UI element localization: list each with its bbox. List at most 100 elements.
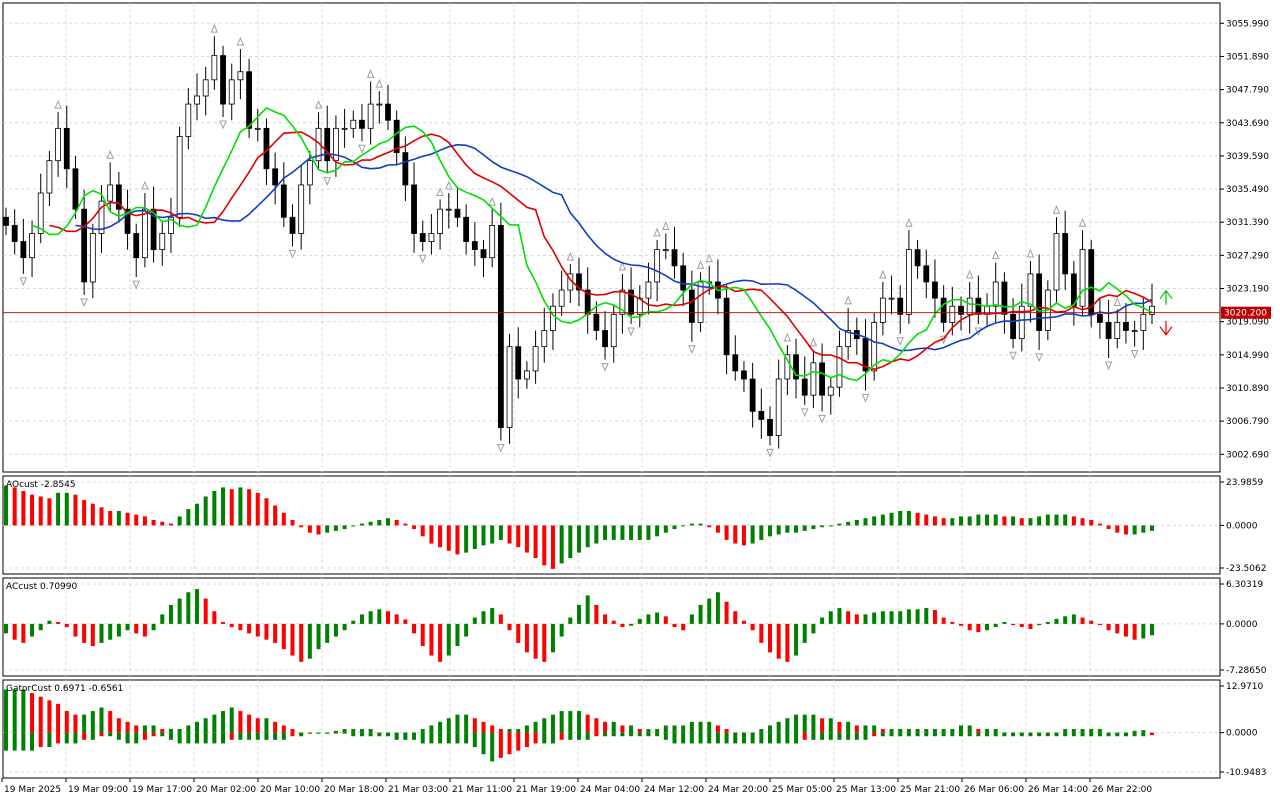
histogram-bar [1089, 620, 1094, 624]
candle-body [359, 119, 365, 129]
gator-lower-bar [750, 732, 755, 744]
fractal-up-marker [783, 332, 792, 342]
histogram-bar [472, 525, 477, 549]
gator-upper-bar [985, 729, 990, 733]
histogram-bar [1150, 525, 1154, 531]
candle-body [376, 103, 383, 106]
histogram-bar [854, 614, 859, 624]
candle-body [992, 281, 999, 307]
gator-upper-bar [333, 730, 338, 733]
gator-lower-bar [889, 732, 894, 737]
histogram-bar [854, 520, 859, 526]
y-tick-label: 3002.690 [1226, 450, 1269, 460]
y-tick-label: 6.30319 [1226, 580, 1263, 590]
histogram-bar [950, 621, 955, 624]
gator-upper-bar [941, 729, 946, 733]
histogram-bar [386, 611, 390, 624]
gator-lower-bar [976, 732, 981, 737]
histogram-bar [99, 623, 104, 643]
gator-lower-bar [21, 732, 26, 751]
gator-upper-bar [1097, 729, 1102, 733]
gator-upper-bar [342, 729, 347, 733]
histogram-bar [1063, 616, 1068, 624]
histogram-bar [507, 525, 512, 544]
candle-body [228, 79, 235, 105]
candle-body [471, 241, 478, 251]
histogram-bar [724, 525, 729, 540]
histogram-bar [351, 620, 356, 624]
gator-lower-bar [568, 732, 573, 740]
histogram-bar [959, 516, 963, 526]
histogram-bar [585, 525, 590, 548]
gator-lower-bar [394, 732, 399, 740]
gator-lower-bar [542, 732, 547, 744]
fractal-up-marker [445, 180, 453, 190]
gator-upper-bar [689, 721, 694, 733]
histogram-bar [976, 623, 981, 633]
gator-lower-bar [351, 732, 356, 737]
gator-lower-bar [386, 732, 390, 737]
histogram-bar [577, 604, 581, 624]
gator-upper-bar [524, 725, 529, 733]
gator-upper-bar [73, 714, 78, 733]
gator-upper-bar [889, 729, 894, 733]
histogram-bar [794, 525, 799, 533]
candle-body [576, 273, 582, 291]
gator-upper-bar [160, 729, 165, 733]
gator-upper-bar [446, 718, 451, 733]
histogram-bar [82, 623, 87, 643]
gator-lower-bar [290, 732, 295, 737]
histogram-bar [394, 520, 399, 526]
gator-lower-bar [464, 732, 469, 744]
gator-lower-bar [932, 732, 937, 737]
x-tick-label: 26 Mar 06:00 [964, 785, 1024, 795]
gator-upper-bar [637, 729, 642, 733]
histogram-bar [307, 623, 312, 659]
fractal-up-marker [210, 23, 219, 33]
candle-body [836, 346, 843, 388]
histogram-bar [516, 623, 521, 643]
gator-upper-bar [38, 696, 43, 733]
gator-upper-bar [620, 725, 625, 733]
gator-upper-bar [594, 718, 599, 733]
histogram-bar [1028, 623, 1033, 629]
gator-lower-bar [481, 732, 486, 755]
gator-lower-bar [281, 732, 286, 740]
histogram-bar [168, 523, 173, 526]
gator-lower-bar [186, 732, 191, 744]
gator-lower-bar [99, 732, 104, 737]
gator-lower-bar [82, 732, 87, 740]
y-tick-label: 3055.990 [1226, 19, 1269, 29]
candle-body [871, 322, 878, 372]
fractal-up-marker [991, 250, 1000, 260]
histogram-bar [932, 516, 937, 526]
histogram-bar [1132, 525, 1137, 535]
gator-lower-bar [4, 732, 8, 751]
histogram-bar [12, 623, 17, 640]
candle-body [1149, 305, 1155, 315]
gator-upper-bar [99, 707, 104, 733]
histogram-bar [585, 595, 590, 624]
gator-lower-bar [203, 732, 208, 744]
candle-body [1079, 249, 1086, 307]
gator-upper-bar [1071, 729, 1076, 733]
histogram-bar [333, 623, 338, 637]
gator-upper-bar [533, 721, 538, 733]
histogram-bar [880, 514, 885, 526]
candle-body [98, 200, 105, 234]
histogram-bar [741, 525, 746, 546]
gator-lower-bar [333, 732, 338, 734]
histogram-bar [438, 525, 443, 548]
histogram-bar [125, 623, 130, 631]
histogram-bar [906, 510, 911, 526]
histogram-bar [229, 623, 234, 628]
candle-body [3, 216, 9, 226]
histogram-bar [967, 623, 972, 631]
gator-upper-bar [108, 711, 113, 733]
gator-lower-bar [1080, 732, 1085, 737]
candle-body [463, 216, 470, 242]
candle-body [810, 362, 817, 396]
histogram-bar [73, 623, 78, 637]
fractal-down-marker [601, 363, 609, 372]
